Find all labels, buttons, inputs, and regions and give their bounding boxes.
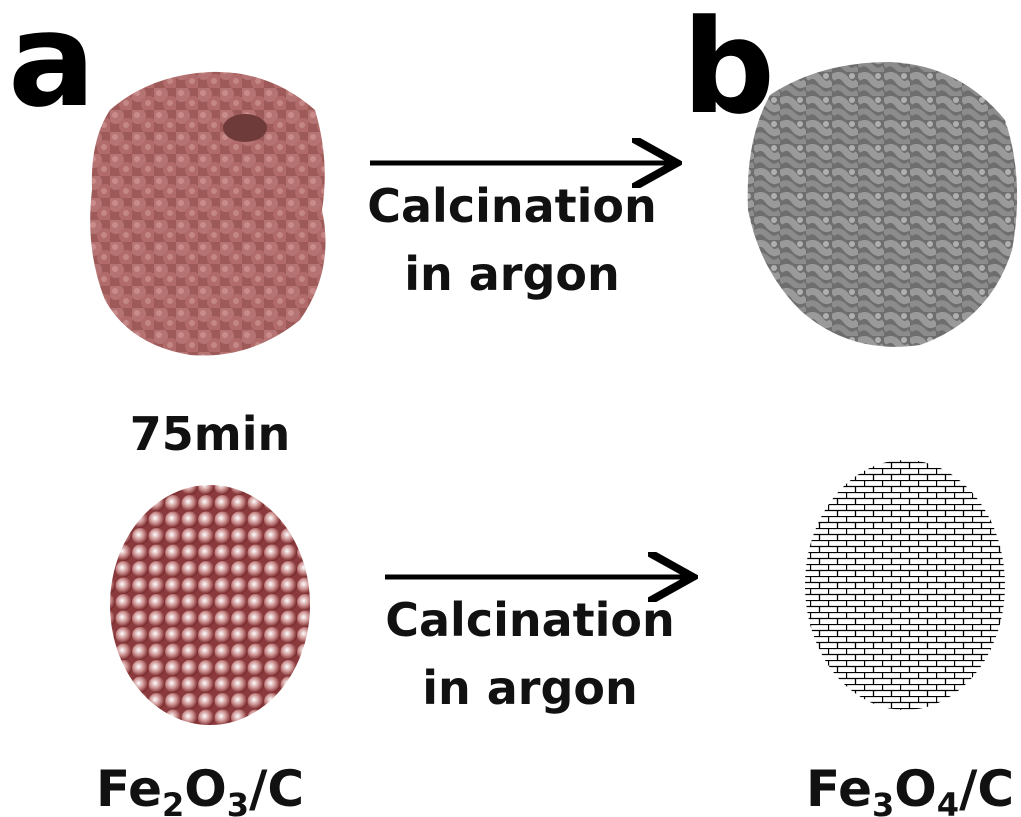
subscript: 2 bbox=[162, 786, 184, 817]
arrow-text: Calcination bbox=[385, 593, 675, 647]
arrow-text: in argon bbox=[404, 247, 620, 301]
subscript: 4 bbox=[937, 786, 959, 817]
arrow-text: Calcination bbox=[367, 179, 657, 233]
subscript: 3 bbox=[872, 786, 894, 817]
sphere-model bbox=[110, 485, 310, 725]
formula: Fe3O4/C bbox=[806, 760, 1014, 817]
page: {"panels": [ {"label": "a", "caption": "… bbox=[0, 0, 1021, 817]
subscript: 3 bbox=[227, 786, 249, 817]
arrow-text: in argon bbox=[422, 661, 638, 715]
panel-label: a bbox=[8, 0, 96, 136]
red-particle bbox=[90, 72, 325, 356]
formula-part: Fe bbox=[806, 760, 872, 817]
formula-part: Fe bbox=[96, 760, 162, 817]
time-caption: 75min bbox=[130, 407, 290, 461]
figure: a b Calcination in argon Calcination in … bbox=[0, 0, 1021, 817]
gray-particle bbox=[748, 62, 1017, 347]
formula-part: /C bbox=[959, 760, 1014, 817]
formula-part: O bbox=[184, 760, 227, 817]
formula-part: /C bbox=[249, 760, 304, 817]
panel-label: b bbox=[682, 0, 775, 143]
brick-model bbox=[805, 460, 1005, 710]
formula: Fe2O3/C bbox=[96, 760, 304, 817]
formula-part: O bbox=[894, 760, 937, 817]
pore bbox=[223, 114, 267, 142]
